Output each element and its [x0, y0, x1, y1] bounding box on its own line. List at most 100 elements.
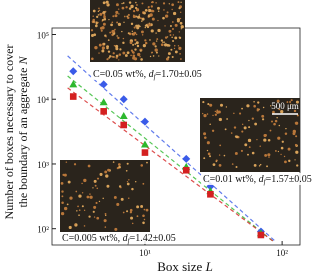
photo-speck	[121, 2, 123, 5]
photo-speck	[97, 10, 100, 13]
photo-speck	[117, 22, 122, 27]
photo-speck	[241, 123, 244, 126]
photo-speck	[92, 187, 94, 189]
photo-speck	[120, 186, 122, 189]
photo-speck	[180, 1, 182, 4]
photo-speck	[179, 11, 182, 14]
photo-speck	[261, 114, 265, 118]
photo-speck	[180, 58, 182, 60]
photo-speck	[248, 126, 251, 129]
photo-speck	[94, 45, 98, 50]
photo-speck	[142, 221, 145, 225]
photo-speck	[78, 214, 80, 217]
photo-speck	[123, 21, 125, 23]
photo-speck	[63, 206, 68, 211]
photo-speck	[212, 163, 216, 166]
photo-speck	[204, 136, 207, 139]
photo-speck	[235, 166, 238, 169]
photo-speck	[231, 163, 234, 165]
photo-speck	[206, 113, 209, 115]
photo-speck	[135, 24, 138, 27]
photo-speck	[174, 50, 178, 54]
photo-speck	[288, 159, 291, 163]
photo-speck	[155, 32, 157, 34]
photo-speck	[293, 109, 297, 113]
photo-speck	[278, 124, 281, 127]
photo-speck	[209, 123, 211, 126]
photo-speck	[135, 8, 140, 12]
photo-speck	[121, 6, 125, 10]
photo-speck	[207, 152, 211, 156]
photo-speck	[219, 144, 222, 147]
photo-speck	[163, 9, 165, 11]
photo-speck	[152, 55, 155, 57]
photo-speck	[142, 182, 145, 185]
photo-speck	[138, 14, 141, 16]
photo-speck	[126, 51, 130, 55]
photo-speck	[276, 99, 280, 103]
marker	[69, 93, 77, 100]
photo-speck	[172, 11, 177, 16]
photo-speck	[90, 29, 94, 32]
photo-speck	[244, 143, 248, 147]
photo-speck	[248, 119, 250, 122]
photo-speck	[140, 205, 144, 208]
marker	[140, 117, 149, 126]
photo-speck	[98, 200, 101, 203]
photo-speck	[93, 205, 97, 209]
photo-speck	[65, 161, 68, 163]
annotation: C=0.05 wt%, df=1.70±0.05	[93, 69, 202, 81]
photo-speck	[131, 187, 134, 191]
photo-speck	[152, 42, 156, 46]
photo-speck	[60, 182, 64, 185]
photo-speck	[135, 1, 137, 4]
photo-speck	[141, 17, 145, 21]
photo-speck	[91, 34, 94, 37]
photo-speck	[147, 7, 150, 9]
photo-speck	[214, 110, 217, 113]
photo-speck	[148, 23, 152, 27]
photo-speck	[295, 100, 299, 104]
photo-speck	[111, 29, 115, 34]
photo-speck	[95, 201, 98, 205]
photo-speck	[116, 3, 119, 7]
photo-speck	[146, 23, 149, 25]
photo-speck	[254, 122, 258, 126]
photo-speck	[286, 101, 289, 103]
photo-speck	[280, 146, 284, 150]
photo-speck	[104, 226, 107, 228]
photo-speck	[93, 33, 97, 37]
photo-speck	[125, 6, 128, 9]
photo-speck	[95, 21, 98, 24]
photo-speck	[139, 17, 142, 20]
y-axis-symbol: N	[16, 56, 30, 66]
photo-speck	[174, 36, 178, 40]
photo-speck	[155, 40, 158, 42]
marker	[182, 166, 190, 174]
photo-speck	[140, 164, 144, 167]
photo-speck	[130, 22, 134, 26]
marker	[140, 140, 149, 148]
photo-speck	[132, 54, 136, 58]
photo-speck	[248, 146, 251, 148]
photo-speck	[172, 34, 175, 36]
photo-speck	[132, 9, 136, 13]
photo-speck	[170, 48, 173, 51]
photo-speck	[171, 8, 173, 11]
photo-speck	[209, 155, 212, 158]
photo-speck	[164, 36, 168, 39]
photo-speck	[118, 13, 120, 15]
photo-speck	[81, 205, 84, 208]
photo-speck	[277, 136, 281, 140]
photo-speck	[136, 4, 138, 6]
photo-speck	[278, 108, 281, 111]
photo-speck	[131, 33, 133, 35]
photo-speck	[96, 15, 99, 19]
photo-speck	[253, 100, 255, 103]
photo-speck	[92, 210, 95, 213]
y-axis-label: Number of boxes necessary to cover	[2, 45, 16, 220]
photo-speck	[169, 24, 172, 28]
photo-speck	[99, 12, 103, 16]
photo-speck	[219, 103, 224, 107]
photo-speck	[287, 147, 291, 151]
